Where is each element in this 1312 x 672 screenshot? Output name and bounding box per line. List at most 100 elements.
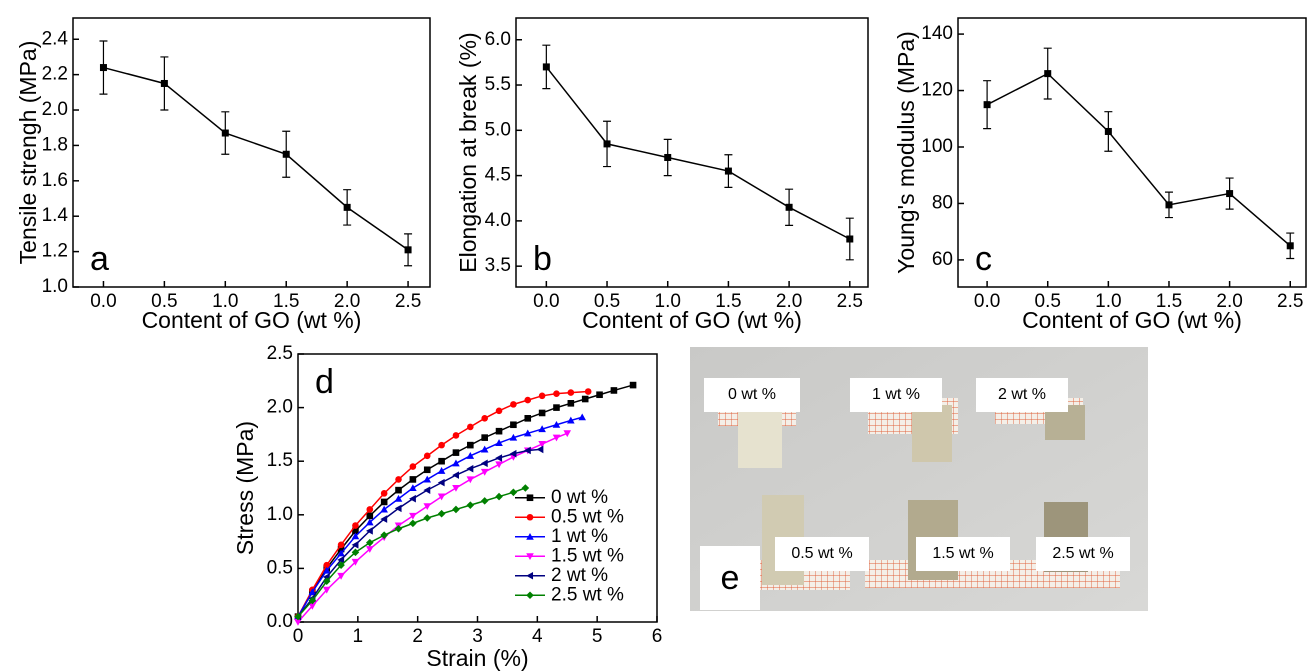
y-tick-label: 2.0 <box>267 397 293 418</box>
series-line <box>297 432 568 623</box>
marker <box>495 407 503 415</box>
marker <box>308 596 317 605</box>
marker <box>495 439 503 447</box>
marker <box>351 532 360 540</box>
panel-letter: c <box>975 240 992 278</box>
panel-letter: a <box>90 240 109 278</box>
marker <box>521 484 530 492</box>
y-tick-label: 4.5 <box>485 165 511 186</box>
y-tick-label: 2.5 <box>267 343 293 364</box>
marker <box>538 392 546 400</box>
marker <box>160 79 168 87</box>
x-tick-label: 3 <box>472 626 483 647</box>
legend-label: 0.5 wt % <box>551 506 624 527</box>
marker <box>308 588 317 596</box>
series-line <box>297 487 526 618</box>
marker <box>578 413 587 421</box>
marker <box>366 512 374 520</box>
marker <box>467 423 474 431</box>
marker <box>1044 70 1052 78</box>
y-tick-label: 5.5 <box>485 74 511 95</box>
marker <box>596 391 603 399</box>
x-axis-label: Content of GO (wt %) <box>142 307 362 333</box>
y-tick-label: 2.2 <box>42 64 68 85</box>
x-axis-label: Content of GO (wt %) <box>582 307 802 333</box>
x-tick-label: 0.0 <box>974 291 1000 312</box>
marker <box>538 409 546 417</box>
marker <box>584 388 592 395</box>
marker <box>409 484 417 492</box>
marker <box>724 167 732 175</box>
x-tick-label: 2.0 <box>334 291 360 312</box>
marker <box>542 63 550 71</box>
panel-letter: e <box>721 559 740 597</box>
legend-label: 1.5 wt % <box>551 545 624 566</box>
marker <box>423 466 431 474</box>
marker <box>536 445 544 454</box>
marker <box>563 430 572 438</box>
y-tick-label: 140 <box>921 23 953 44</box>
y-tick-label: 6.0 <box>485 29 511 50</box>
marker <box>337 549 345 557</box>
legend-marker <box>526 571 534 580</box>
marker <box>664 153 672 161</box>
marker <box>438 457 445 465</box>
marker <box>538 425 546 433</box>
marker <box>366 538 374 547</box>
marker <box>495 427 503 435</box>
marker <box>553 390 560 397</box>
sample <box>738 408 782 468</box>
x-tick-label: 6 <box>652 626 663 647</box>
marker <box>452 484 460 492</box>
x-tick-label: 2 <box>412 626 423 647</box>
marker <box>466 464 474 473</box>
marker <box>351 558 360 566</box>
marker <box>466 452 475 459</box>
marker <box>467 441 474 449</box>
marker <box>423 475 432 483</box>
y-tick-label: 2.4 <box>42 28 69 49</box>
marker <box>846 235 854 243</box>
legend-label: 1 wt % <box>551 526 608 547</box>
marker <box>523 429 532 437</box>
x-axis-label: Strain (%) <box>426 645 528 671</box>
plot-frame <box>957 17 1307 288</box>
legend-marker <box>526 553 534 561</box>
marker <box>308 602 317 610</box>
y-axis-label: Tensile strengh (MPa) <box>15 41 41 265</box>
marker <box>394 524 403 533</box>
series-line <box>297 390 589 617</box>
marker <box>603 140 611 148</box>
x-tick-label: 1.0 <box>212 291 238 312</box>
photo-label: 0.5 wt % <box>791 545 852 562</box>
marker <box>437 509 446 518</box>
y-axis-label: Young's modulus (MPa) <box>893 31 919 274</box>
photo-letter-box <box>700 546 760 610</box>
marker <box>567 416 575 424</box>
marker <box>395 486 402 494</box>
x-tick-label: 1.0 <box>655 291 681 312</box>
marker <box>452 432 460 439</box>
marker <box>409 494 416 503</box>
marker <box>366 506 374 513</box>
marker <box>480 459 488 468</box>
y-tick-label: 4.0 <box>485 210 511 231</box>
y-tick-label: 0.5 <box>267 557 293 578</box>
marker <box>409 463 417 470</box>
marker <box>437 478 445 487</box>
marker <box>480 497 489 505</box>
marker <box>282 150 290 158</box>
x-tick-label: 0.0 <box>90 291 116 312</box>
marker <box>423 514 432 522</box>
marker <box>380 505 388 513</box>
marker <box>509 488 518 497</box>
marker <box>452 459 460 467</box>
series-line <box>986 72 1291 247</box>
marker <box>437 493 446 501</box>
x-tick-label: 4 <box>532 626 543 647</box>
marker <box>337 541 345 549</box>
legend-marker <box>526 532 534 540</box>
y-axis-label: Stress (MPa) <box>232 421 258 555</box>
marker <box>495 492 503 501</box>
